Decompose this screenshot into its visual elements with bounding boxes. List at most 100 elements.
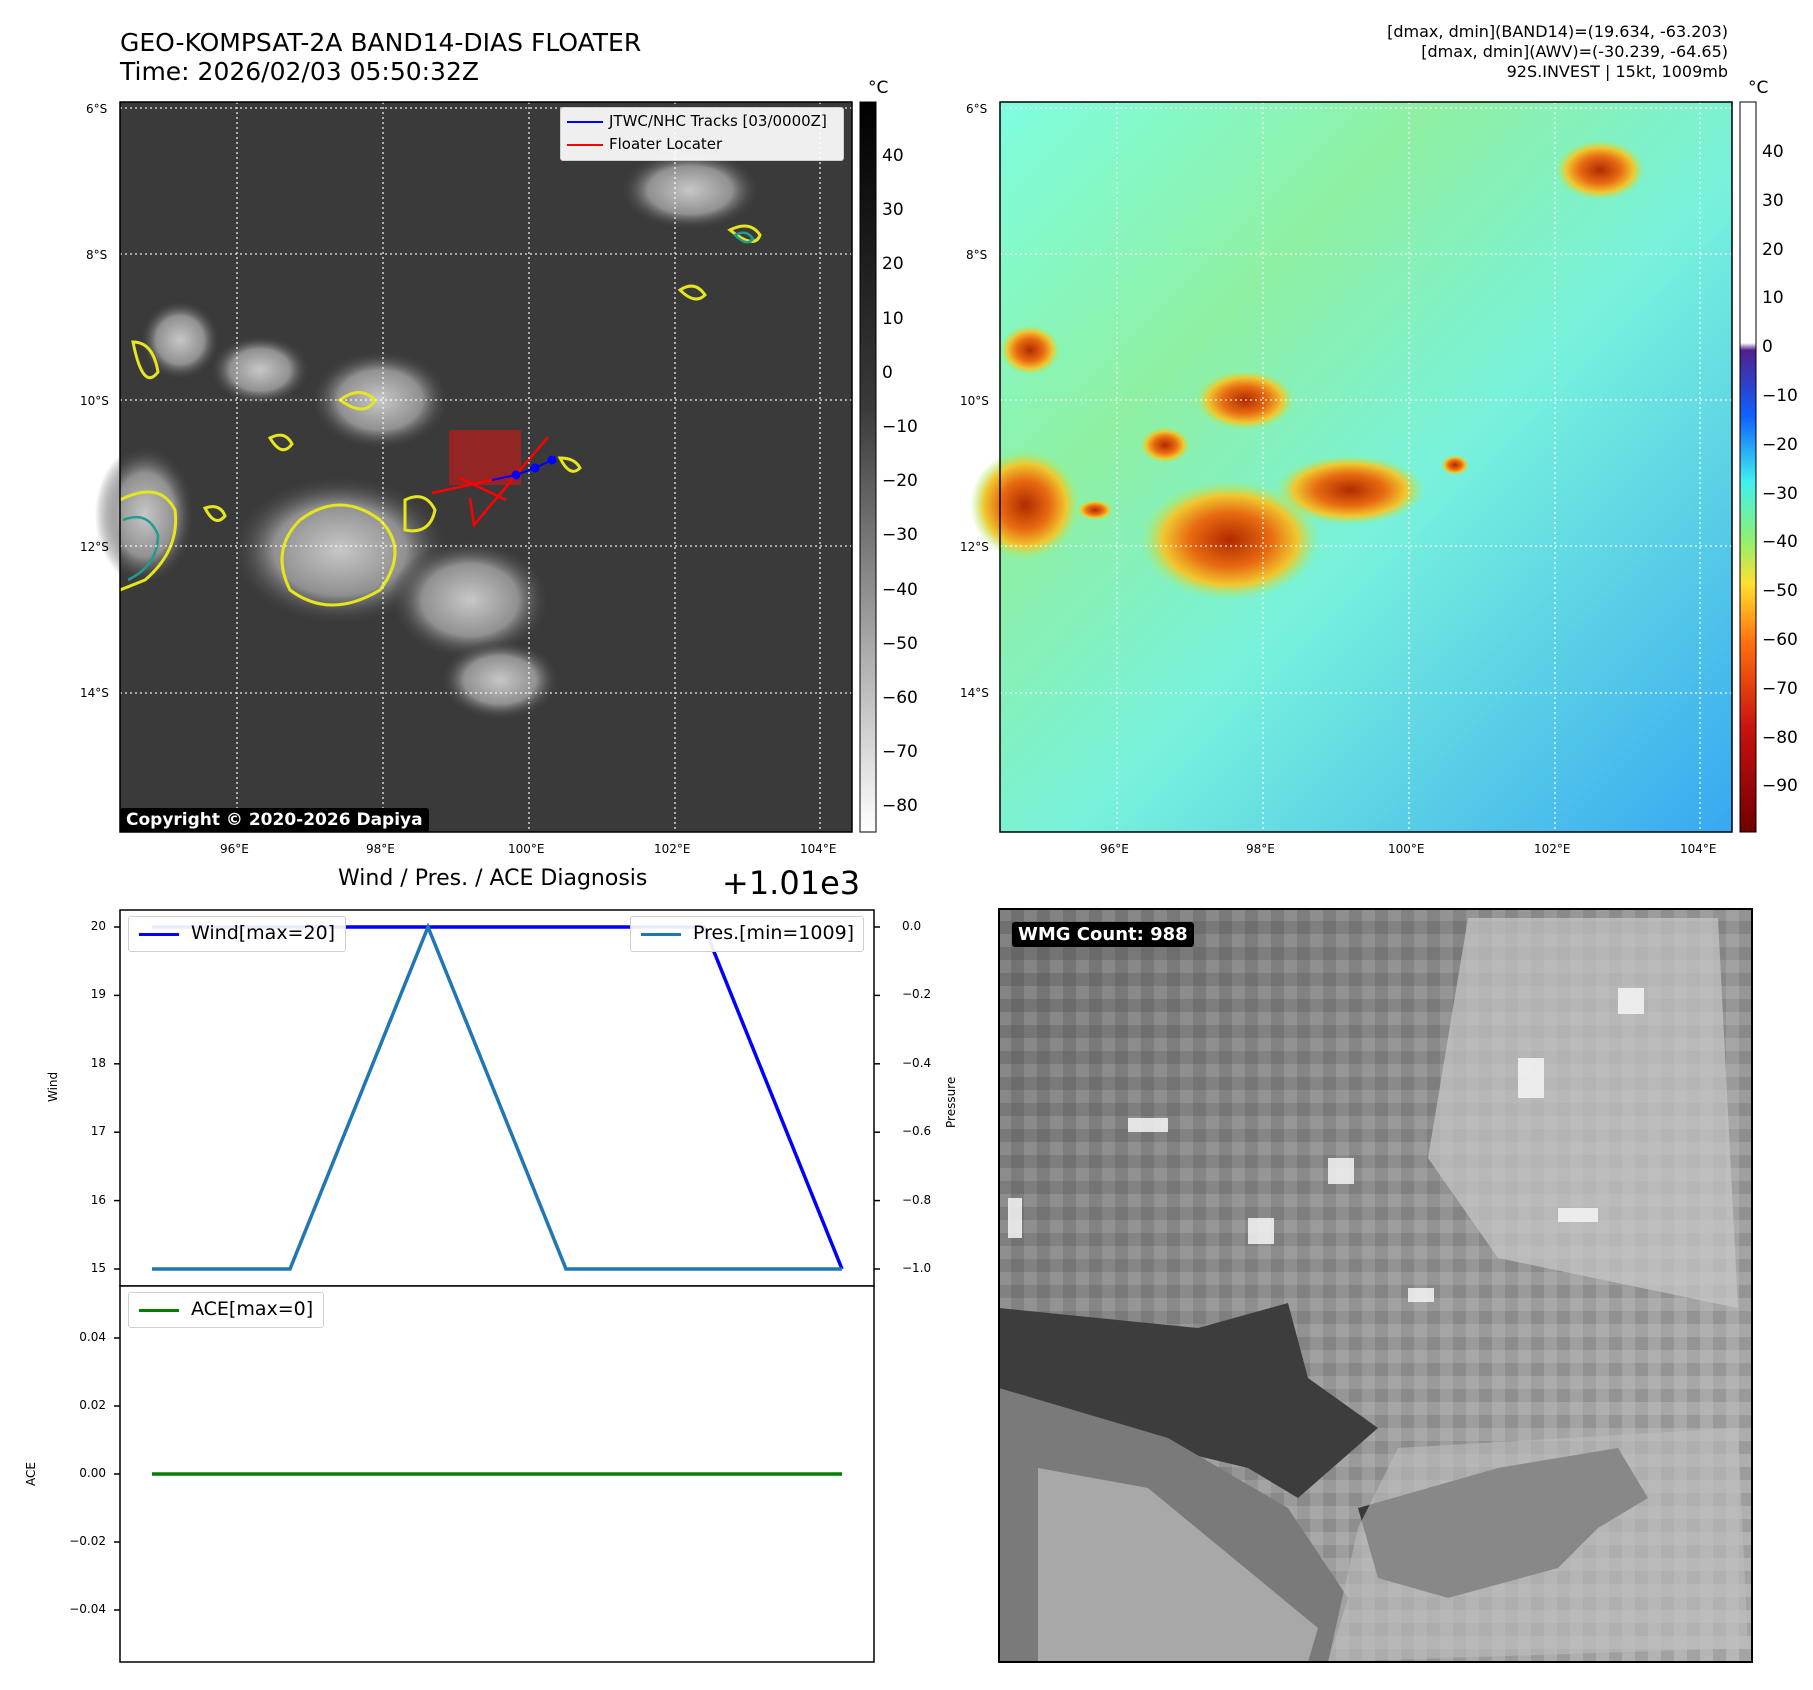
colorbar-tick: 20 — [1762, 239, 1784, 260]
lat-tick: 14°S — [960, 686, 989, 700]
colorbar-tick: −90 — [1762, 776, 1798, 797]
floater-swatch — [567, 144, 603, 146]
pressure-offset-label: +1.01e3 — [722, 864, 861, 902]
colorbar-tick: 20 — [882, 254, 904, 275]
wmg-count-badge: WMG Count: 988 — [1012, 922, 1194, 947]
colorbar-tick: −60 — [1762, 630, 1798, 650]
lat-tick: 6°S — [86, 102, 108, 116]
title-line-1: GEO-KOMPSAT-2A BAND14-DIAS FLOATER — [120, 28, 642, 57]
lat-tick: 8°S — [966, 248, 988, 262]
title-line-2: Time: 2026/02/03 05:50:32Z — [120, 57, 479, 86]
axis-tick-label: 0.02 — [79, 1398, 106, 1412]
axis-tick-label: −0.6 — [902, 1124, 932, 1139]
axis-tick-label: −0.2 — [902, 987, 932, 1002]
lon-tick: 96°E — [1100, 842, 1129, 856]
colorbar-tick: −40 — [882, 579, 918, 600]
colorbar-tick: −10 — [882, 417, 918, 437]
axis-tick-label: 0.0 — [902, 919, 922, 933]
axis-tick-label: −0.4 — [902, 1055, 932, 1070]
jtwc-track — [491, 455, 557, 481]
wind-legend-text: Wind[max=20] — [191, 922, 336, 944]
ace-legend-text: ACE[max=0] — [191, 1298, 314, 1320]
colorbar-tick: 40 — [882, 146, 904, 166]
pressure-swatch — [641, 933, 681, 936]
lat-tick: 14°S — [80, 686, 109, 700]
axis-tick-label: 0.00 — [79, 1466, 106, 1480]
lat-tick: 12°S — [80, 540, 109, 554]
lat-tick: 8°S — [86, 248, 108, 262]
axis-tick-label: 18 — [90, 1055, 106, 1070]
colorbar-tick: 10 — [1762, 288, 1784, 309]
lon-tick: 104°E — [1680, 842, 1717, 856]
axis-tick-label: −1.0 — [902, 1261, 932, 1275]
colorbar-tick: −70 — [882, 742, 918, 763]
axis-tick-label: 16 — [90, 1192, 106, 1207]
map-legend: JTWC/NHC Tracks [03/0000Z] Floater Locat… — [560, 107, 844, 161]
lon-tick: 100°E — [508, 842, 545, 856]
legend-tracks: JTWC/NHC Tracks [03/0000Z] — [609, 112, 827, 130]
colorbar-tick: −50 — [1762, 581, 1798, 602]
colorbar-tick: −20 — [882, 471, 918, 492]
lon-tick: 102°E — [1534, 842, 1571, 856]
colorbar-tick: 30 — [1762, 190, 1784, 211]
stats-band14: [dmax, dmin](BAND14)=(19.634, -63.203) — [1387, 22, 1728, 41]
left-map — [95, 101, 877, 833]
axis-tick-label: −0.8 — [902, 1192, 932, 1207]
colorbar-tick: −40 — [1762, 532, 1798, 553]
axis-tick-label: 20 — [90, 919, 106, 933]
lat-tick: 10°S — [80, 394, 109, 408]
lat-tick: 12°S — [960, 540, 989, 554]
left-colorbar-ticks: 40 30 20 10 0 −10 −20 −30 −40 −50 −60 −70 −80 — [882, 102, 922, 832]
pressure-legend-text: Pres.[min=1009] — [693, 922, 855, 944]
colorbar-unit: °C — [1748, 78, 1769, 98]
lat-tick: 6°S — [966, 102, 988, 116]
copyright-badge: Copyright © 2020-2026 Dapiya — [120, 808, 429, 832]
ace-axis-label: ACE — [24, 1462, 38, 1486]
axis-tick-label: 0.04 — [79, 1330, 106, 1344]
pressure-legend: Pres.[min=1009] — [630, 916, 864, 952]
legend-floater: Floater Locater — [609, 135, 723, 153]
colorbar-tick: 30 — [882, 200, 904, 221]
ace-swatch — [139, 1309, 179, 1312]
colorbar-tick: 40 — [1762, 142, 1784, 162]
right-map — [970, 101, 1757, 833]
colorbar-tick: −70 — [1762, 678, 1798, 699]
axis-tick-label: −0.04 — [69, 1602, 106, 1616]
colorbar-tick: 0 — [1762, 337, 1773, 358]
lat-tick: 10°S — [960, 394, 989, 408]
track-swatch — [567, 121, 603, 123]
pressure-axis-label: Pressure — [944, 1076, 958, 1128]
colorbar-tick: −60 — [882, 688, 918, 708]
diagnosis-title: Wind / Pres. / ACE Diagnosis — [338, 866, 648, 891]
stats-awv: [dmax, dmin](AWV)=(-30.239, -64.65) — [1421, 42, 1728, 61]
right-colorbar-ticks: 40 30 20 10 0 −10 −20 −30 −40 −50 −60 −70 −80 −90 — [1762, 102, 1802, 832]
colorbar-tick: −80 — [882, 796, 918, 817]
colorbar-tick: −30 — [882, 525, 918, 546]
colorbar-tick: −80 — [1762, 727, 1798, 748]
colorbar-tick: −30 — [1762, 483, 1798, 504]
wind-legend: Wind[max=20] — [128, 916, 346, 952]
diagnosis-chart — [114, 909, 880, 1663]
lon-tick: 98°E — [366, 842, 395, 856]
wind-swatch — [139, 933, 179, 936]
wmg-panel — [998, 908, 1753, 1663]
chart-title: GEO-KOMPSAT-2A BAND14-DIAS FLOATER Time:… — [120, 28, 641, 86]
colorbar-tick: −10 — [1762, 386, 1798, 406]
wind-axis-label: Wind — [46, 1071, 60, 1102]
colorbar-tick: −50 — [882, 633, 918, 654]
lon-tick: 98°E — [1246, 842, 1275, 856]
colorbar-unit: °C — [868, 78, 889, 98]
lon-tick: 96°E — [220, 842, 249, 856]
lon-tick: 104°E — [800, 842, 837, 856]
axis-tick-label: 15 — [90, 1261, 106, 1275]
colorbar-tick: 0 — [882, 362, 893, 383]
lon-tick: 102°E — [654, 842, 691, 856]
colorbar-tick: −20 — [1762, 434, 1798, 455]
axis-tick-label: 17 — [90, 1124, 106, 1139]
colorbar-tick: 10 — [882, 308, 904, 329]
lon-tick: 100°E — [1388, 842, 1425, 856]
ace-legend: ACE[max=0] — [128, 1292, 324, 1328]
axis-tick-label: 19 — [90, 987, 106, 1002]
axis-tick-label: −0.02 — [69, 1534, 106, 1548]
pressure-series-line — [152, 922, 842, 1271]
